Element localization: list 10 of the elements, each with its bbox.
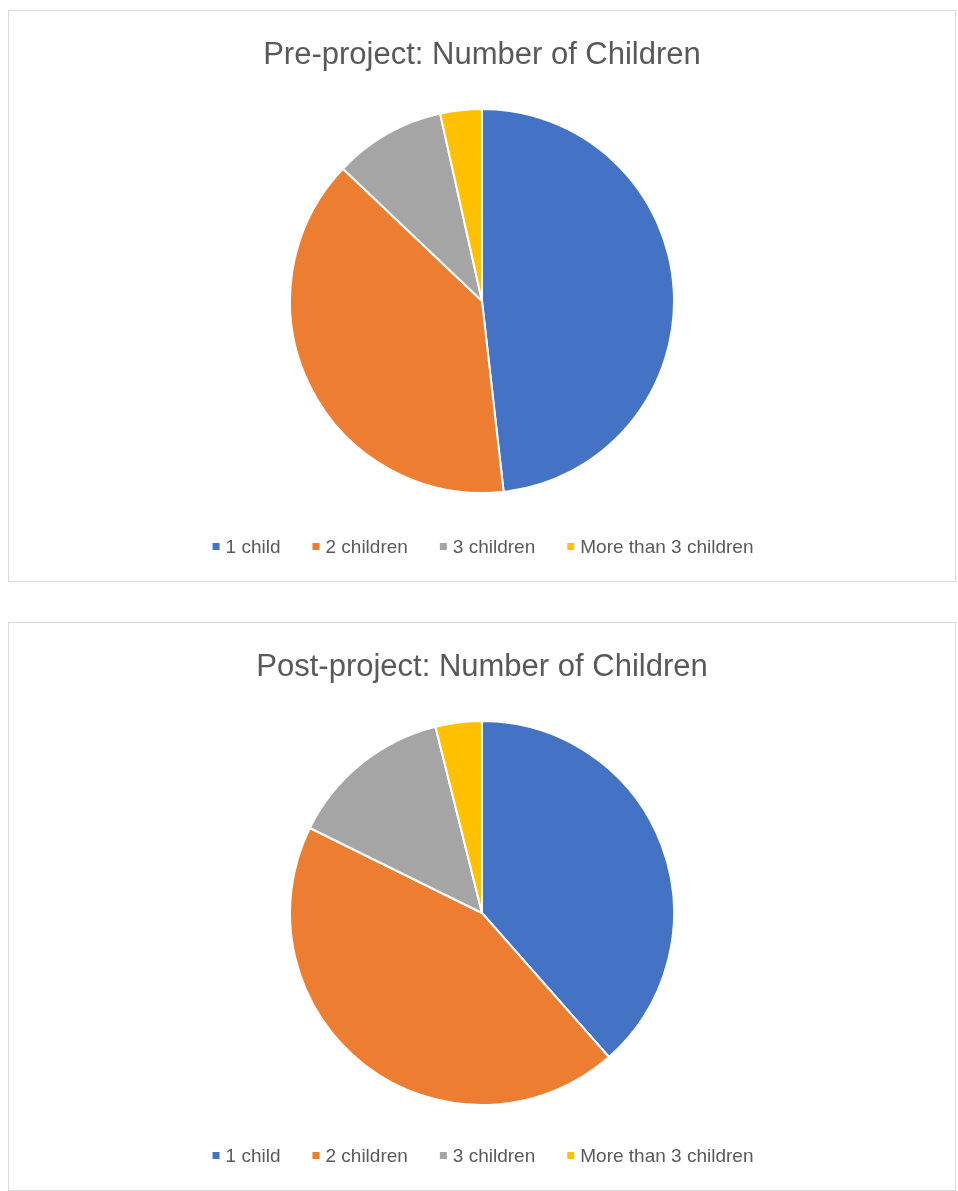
chart-title: Pre-project: Number of Children [263,36,701,71]
legend-label: More than 3 children [580,1145,754,1166]
legend-label: 2 children [325,1145,408,1166]
legend-label: 3 children [452,1145,536,1166]
legend-label: 3 children [452,536,536,557]
legend-label: More than 3 children [580,536,754,557]
legend-label: 1 child [225,1145,281,1166]
chart-title: Post-project: Number of Children [256,648,708,683]
legend-label: 2 children [325,536,408,557]
legend-label: 1 child [225,536,281,557]
